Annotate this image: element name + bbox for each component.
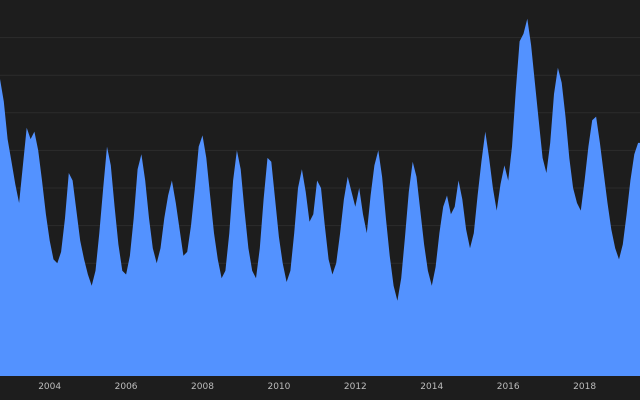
x-tick-label-2016: 2016: [497, 382, 520, 392]
series-area: [0, 18, 640, 377]
x-axis: 2004 2006 2008 2010 2012 2014 2016 2018: [38, 382, 596, 392]
x-tick-label-2018: 2018: [573, 382, 596, 392]
x-tick-label-2014: 2014: [420, 382, 443, 392]
x-tick-label-2008: 2008: [191, 382, 214, 392]
x-tick-label-2006: 2006: [115, 382, 138, 392]
x-tick-label-2004: 2004: [38, 382, 61, 392]
x-tick-label-2012: 2012: [344, 382, 367, 392]
x-tick-label-2010: 2010: [267, 382, 290, 392]
